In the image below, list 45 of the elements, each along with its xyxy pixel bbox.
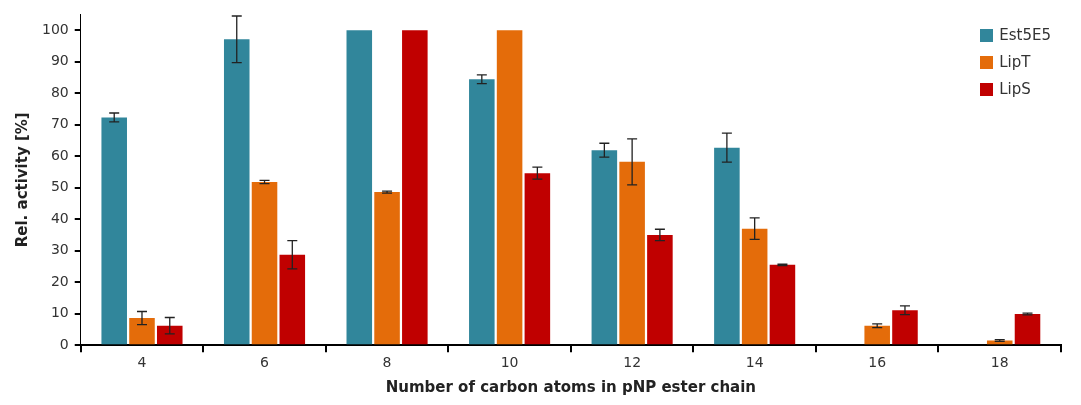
legend-label: LipT — [999, 53, 1031, 71]
y-axis-title: Rel. activity [%] — [12, 112, 31, 248]
bar — [279, 254, 306, 345]
bar — [769, 264, 796, 345]
bar — [496, 30, 523, 345]
bar — [714, 147, 740, 345]
bar — [741, 228, 768, 345]
x-tick-label: 10 — [500, 354, 519, 371]
bar — [892, 310, 918, 345]
bar — [864, 325, 890, 345]
y-tick-label: 80 — [50, 83, 69, 100]
x-tick-label: 12 — [623, 354, 642, 371]
y-tick-label: 0 — [59, 335, 69, 352]
x-axis-title: Number of carbon atoms in pNP ester chain — [385, 377, 757, 396]
y-tick-label: 40 — [50, 209, 69, 226]
bar — [524, 173, 551, 345]
bar — [223, 39, 250, 345]
bar — [346, 30, 373, 345]
bar — [374, 192, 400, 345]
bar — [402, 30, 428, 345]
legend-label: LipS — [999, 80, 1031, 98]
bar — [251, 182, 278, 345]
bar — [647, 234, 673, 345]
bar — [156, 325, 183, 345]
x-tick-label: 18 — [990, 354, 1009, 371]
y-tick-label: 90 — [50, 52, 69, 69]
y-tick-label: 60 — [50, 146, 69, 163]
x-tick-label: 8 — [382, 354, 392, 371]
bar — [591, 150, 618, 345]
y-tick-label: 50 — [50, 178, 69, 195]
bar — [469, 79, 495, 345]
bar — [619, 161, 645, 345]
bar — [129, 318, 155, 345]
x-tick-label: 6 — [260, 354, 270, 371]
bar — [101, 117, 127, 345]
y-tick-label: 20 — [50, 272, 69, 289]
x-tick-label: 4 — [137, 354, 147, 371]
y-tick-label: 30 — [50, 241, 69, 258]
y-tick-label: 100 — [41, 20, 69, 37]
bar — [1014, 314, 1041, 345]
y-tick-label: 10 — [50, 304, 69, 321]
x-tick-label: 16 — [868, 354, 887, 371]
x-tick-label: 14 — [745, 354, 764, 371]
legend-label: Est5E5 — [999, 26, 1051, 44]
y-tick-label: 70 — [50, 115, 69, 132]
